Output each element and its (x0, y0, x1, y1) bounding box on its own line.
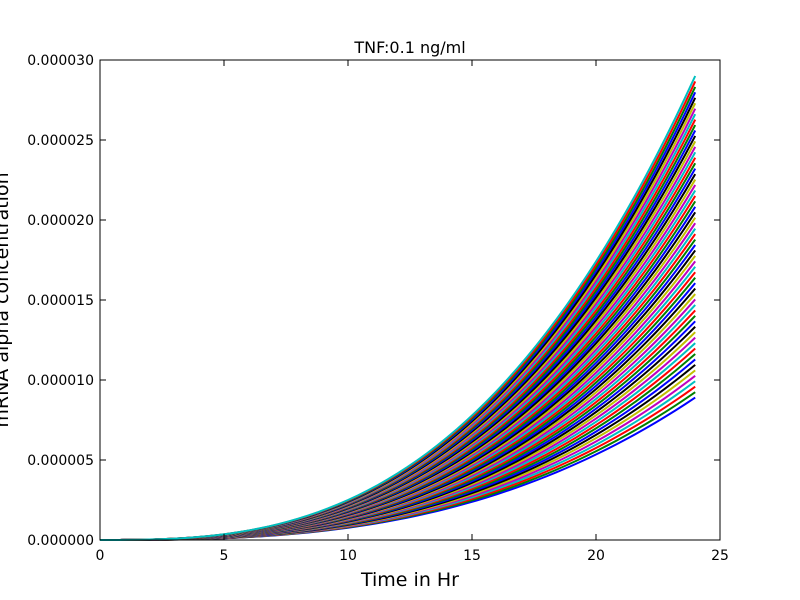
series-line-60 (100, 75, 697, 541)
x-axis-label: Time in Hr (360, 569, 459, 591)
y-axis-label: mRNA alpha concentration (0, 172, 13, 427)
x-tick-label: 5 (220, 548, 229, 564)
x-tick-label: 10 (339, 548, 357, 564)
y-tick-label: 0.000000 (27, 533, 94, 549)
x-tick-label: 25 (711, 548, 729, 564)
x-tick-label: 0 (96, 548, 105, 564)
y-tick-label: 0.000015 (27, 293, 94, 309)
series-layer (100, 75, 697, 541)
chart-title: TNF:0.1 ng/ml (353, 38, 465, 57)
y-tick-label: 0.000005 (27, 453, 94, 469)
y-tick-label: 0.000010 (27, 373, 94, 389)
tick-layer: 0 5 10 15 20 25 0.000000 0.000005 0.000010 0.0000… (27, 53, 729, 564)
x-tick-label: 15 (463, 548, 481, 564)
y-tick-label: 0.000030 (27, 53, 94, 69)
y-tick-label: 0.000025 (27, 133, 94, 149)
x-tick-label: 20 (587, 548, 605, 564)
y-tick-label: 0.000020 (27, 213, 94, 229)
